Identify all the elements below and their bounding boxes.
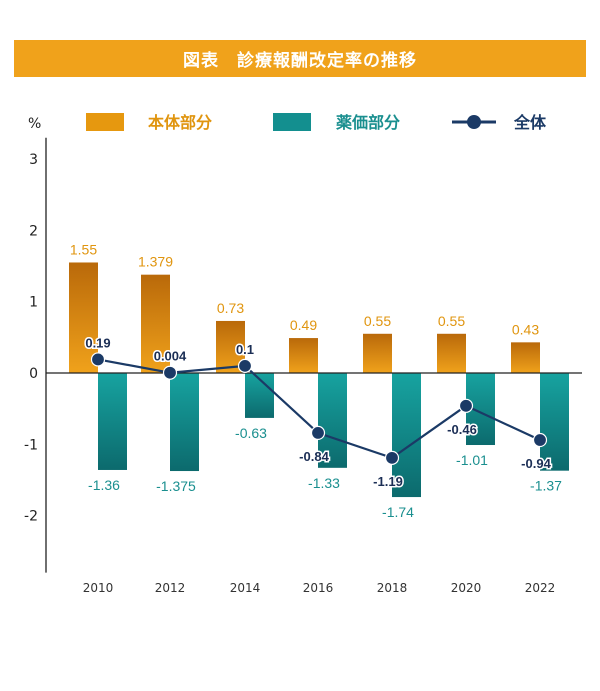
legend-swatch-main <box>86 113 124 131</box>
bar-main-2020 <box>437 333 466 373</box>
y-tick-label: 0 <box>29 366 38 382</box>
label-main-2016: 0.49 <box>290 317 317 333</box>
x-tick-label: 2020 <box>451 581 482 595</box>
y-tick-label: -1 <box>24 437 38 453</box>
bar-drug-2022 <box>540 373 569 471</box>
y-tick-label: 3 <box>29 152 38 168</box>
legend-label-total: 全体 <box>513 113 547 132</box>
x-tick-label: 2010 <box>83 581 114 595</box>
legend-marker-total <box>467 115 481 129</box>
bar-drug-2016 <box>318 373 347 468</box>
bar-main-2016 <box>289 338 318 373</box>
label-total-2014: 0.1 <box>236 342 254 357</box>
label-main-2010: 1.55 <box>70 241 97 257</box>
label-main-2014: 0.73 <box>217 300 244 316</box>
x-tick-label: 2022 <box>525 581 556 595</box>
total-point-2020 <box>458 398 474 413</box>
legend-label-drug: 薬価部分 <box>335 113 400 132</box>
total-point-2014 <box>237 358 253 373</box>
x-tick-label: 2018 <box>377 581 408 595</box>
y-tick-label: -2 <box>24 509 38 525</box>
y-axis-unit: % <box>28 116 41 132</box>
total-point-2010 <box>90 352 106 367</box>
label-total-2010: 0.19 <box>85 335 110 350</box>
label-main-2018: 0.55 <box>364 313 391 329</box>
total-point-2012 <box>162 365 178 380</box>
chart-title: 図表 診療報酬改定率の推移 <box>14 40 586 77</box>
bar-main-2018 <box>363 333 392 373</box>
label-drug-2012: -1.375 <box>156 478 196 494</box>
label-drug-2014: -0.63 <box>235 425 267 441</box>
label-main-2012: 1.379 <box>138 254 173 270</box>
label-main-2022: 0.43 <box>512 321 539 337</box>
bar-drug-2012 <box>170 373 199 472</box>
total-point-2016 <box>310 425 326 440</box>
label-drug-2022: -1.37 <box>530 478 562 494</box>
bar-drug-2018 <box>392 373 421 498</box>
bar-drug-2010 <box>98 373 127 470</box>
label-main-2020: 0.55 <box>438 313 465 329</box>
total-point-2018 <box>384 450 400 465</box>
x-tick-label: 2012 <box>155 581 186 595</box>
label-drug-2010: -1.36 <box>88 477 120 493</box>
x-tick-label: 2016 <box>303 581 334 595</box>
label-total-2018: -1.19 <box>373 474 403 489</box>
legend-swatch-drug <box>273 113 311 131</box>
bar-main-2022 <box>511 342 540 373</box>
label-drug-2018: -1.74 <box>382 504 414 520</box>
y-tick-label: 1 <box>29 295 38 311</box>
x-tick-label: 2014 <box>230 581 261 595</box>
label-total-2012: 0.004 <box>154 349 187 364</box>
label-drug-2020: -1.01 <box>456 452 488 468</box>
label-total-2020: -0.46 <box>447 422 477 437</box>
legend-label-main: 本体部分 <box>148 113 212 132</box>
y-tick-label: 2 <box>29 223 38 239</box>
total-point-2022 <box>532 432 548 448</box>
label-total-2016: -0.84 <box>299 449 329 464</box>
label-drug-2016: -1.33 <box>308 475 340 491</box>
label-total-2022: -0.94 <box>521 456 551 471</box>
bar-main-2012 <box>141 274 170 373</box>
